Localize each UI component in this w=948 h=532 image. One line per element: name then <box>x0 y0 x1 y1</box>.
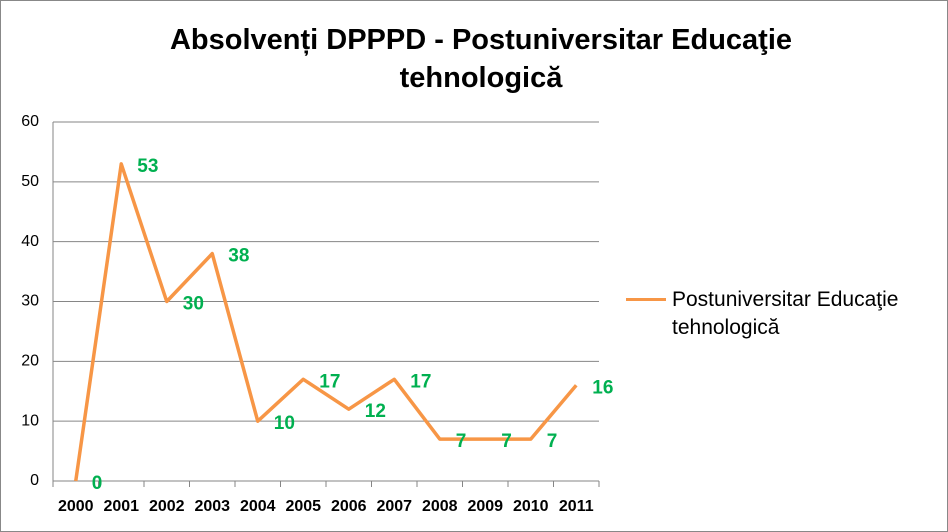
x-tick-label: 2009 <box>467 498 503 515</box>
y-tick-label: 40 <box>21 233 39 250</box>
data-label: 53 <box>137 156 158 177</box>
x-tick-label: 2010 <box>513 498 549 515</box>
x-tick-label: 2004 <box>240 498 276 515</box>
y-tick-label: 0 <box>30 472 39 489</box>
y-tick-label: 50 <box>21 173 39 190</box>
data-label: 0 <box>92 473 103 494</box>
series-line <box>74 162 578 482</box>
x-tick-label: 2008 <box>422 498 458 515</box>
data-label: 38 <box>228 246 249 267</box>
legend-label: Postuniversitar Educaţie tehnologică <box>672 288 899 339</box>
legend: Postuniversitar Educaţie tehnologică <box>626 286 936 342</box>
chart-title: Absolvenți DPPPD - Postuniversitar Educa… <box>169 24 793 94</box>
y-tick-label: 60 <box>21 113 39 130</box>
x-tick-label: 2007 <box>376 498 412 515</box>
data-label: 7 <box>456 431 467 452</box>
data-label: 17 <box>319 371 340 392</box>
y-tick-label: 10 <box>21 412 39 429</box>
data-label: 30 <box>183 294 204 315</box>
y-tick-label: 20 <box>21 353 39 370</box>
data-label: 17 <box>410 371 431 392</box>
legend-swatch <box>626 298 666 301</box>
x-tick-label: 2011 <box>559 498 594 515</box>
x-tick-label: 2003 <box>194 498 230 515</box>
y-tick-label: 30 <box>21 293 39 310</box>
data-label: 10 <box>274 413 295 434</box>
x-tick-label: 2001 <box>103 498 139 515</box>
data-label: 7 <box>547 431 558 452</box>
x-tick-label: 2006 <box>331 498 367 515</box>
x-tick-label: 2005 <box>285 498 321 515</box>
data-label: 12 <box>365 401 386 422</box>
data-label: 7 <box>501 431 512 452</box>
x-tick-label: 2000 <box>58 498 94 515</box>
x-tick-label: 2002 <box>149 498 185 515</box>
data-label: 16 <box>592 377 613 398</box>
